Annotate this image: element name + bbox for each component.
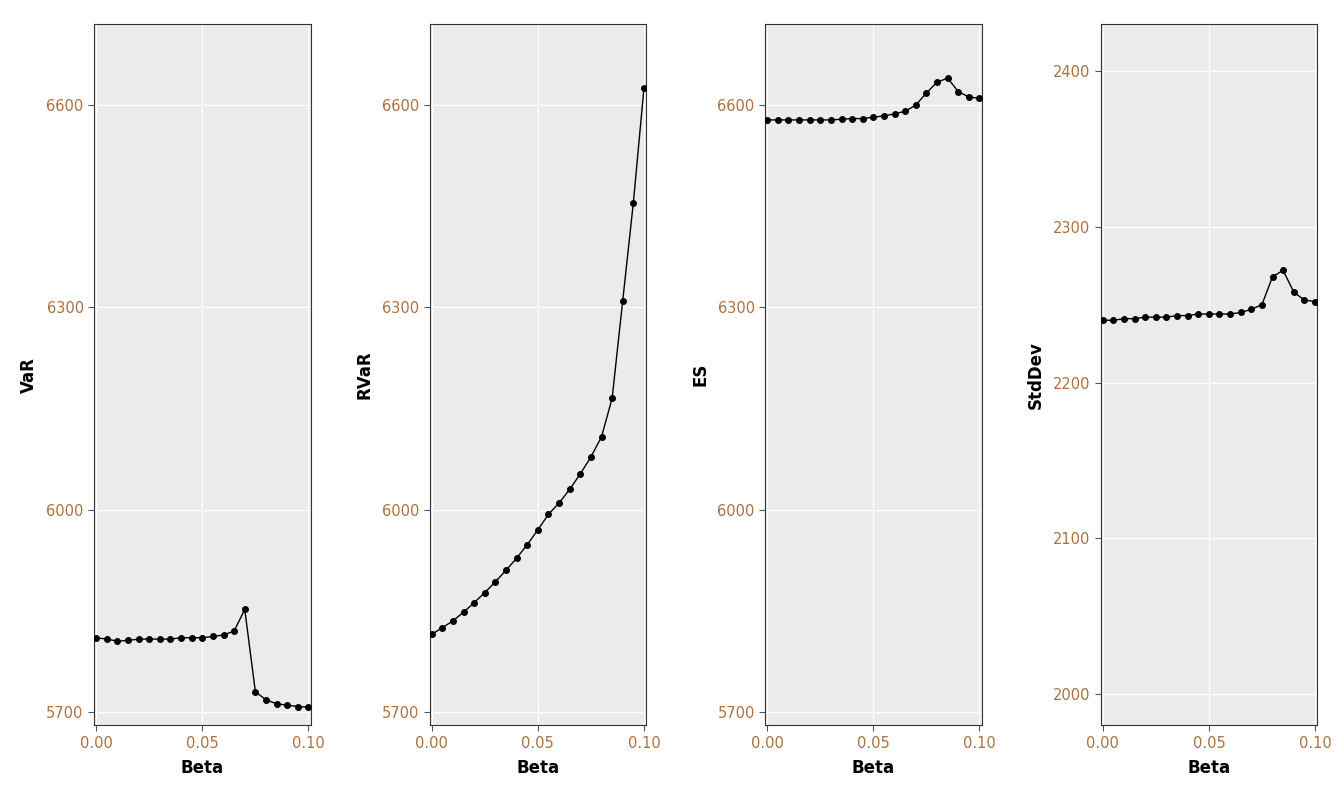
Y-axis label: VaR: VaR — [20, 357, 38, 393]
X-axis label: Beta: Beta — [516, 759, 559, 777]
Y-axis label: StdDev: StdDev — [1027, 341, 1044, 409]
X-axis label: Beta: Beta — [852, 759, 895, 777]
X-axis label: Beta: Beta — [180, 759, 224, 777]
Y-axis label: RVaR: RVaR — [355, 351, 374, 399]
X-axis label: Beta: Beta — [1187, 759, 1231, 777]
Y-axis label: ES: ES — [691, 363, 710, 387]
